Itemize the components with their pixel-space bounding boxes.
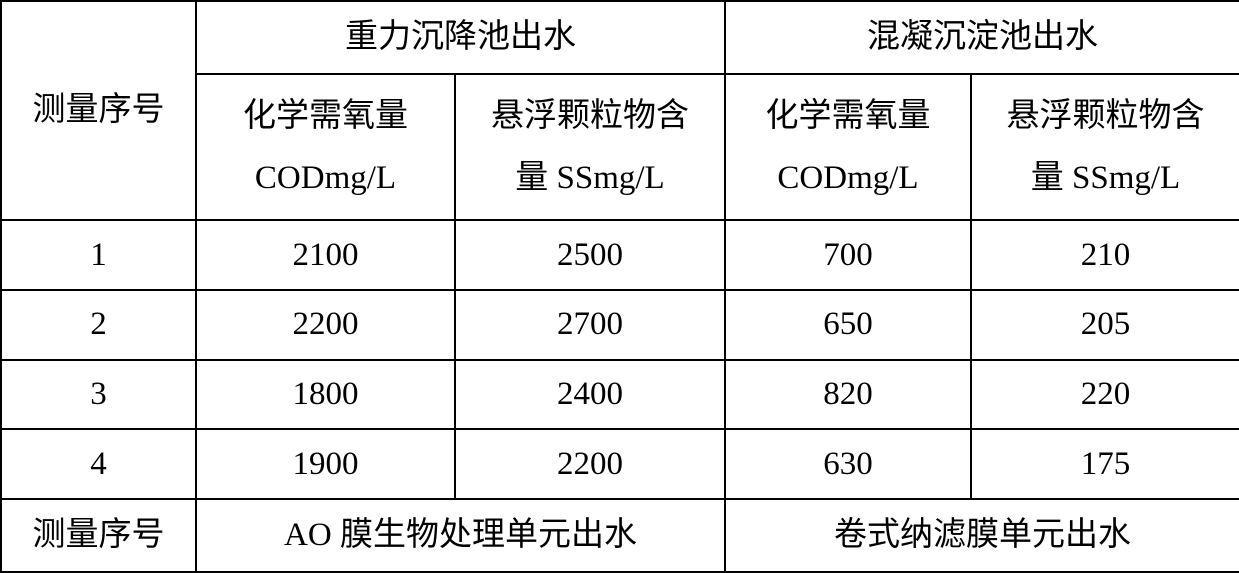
col-g2c1-line2: CODmg/L [777, 160, 918, 196]
col-g1c1-line2: CODmg/L [255, 160, 396, 196]
cell-value: 210 [971, 220, 1239, 290]
col-g1c1-line1: 化学需氧量 [243, 98, 408, 134]
cell-value: 175 [971, 429, 1239, 499]
cell-value: 2200 [455, 429, 725, 499]
cell-value: 1900 [196, 429, 455, 499]
col-g2c2-line2: 量 SSmg/L [1031, 160, 1180, 196]
measurement-table: 测量序号 重力沉降池出水 混凝沉淀池出水 化学需氧量 CODmg/L 悬浮颗粒物… [0, 0, 1239, 573]
col-g2c1-header: 化学需氧量 CODmg/L [725, 74, 971, 220]
table-row: 4 1900 2200 630 175 [1, 429, 1239, 499]
cell-value: 2100 [196, 220, 455, 290]
col-g2c2-header: 悬浮颗粒物含 量 SSmg/L [971, 74, 1239, 220]
row-label-header: 测量序号 [1, 1, 196, 220]
cell-value: 220 [971, 360, 1239, 430]
col-g1c2-header: 悬浮颗粒物含 量 SSmg/L [455, 74, 725, 220]
col-g1c1-header: 化学需氧量 CODmg/L [196, 74, 455, 220]
cell-value: 2400 [455, 360, 725, 430]
header-group-row: 测量序号 重力沉降池出水 混凝沉淀池出水 [1, 1, 1239, 74]
footer-group1: AO 膜生物处理单元出水 [196, 499, 725, 572]
cell-value: 700 [725, 220, 971, 290]
col-g2c2-line1: 悬浮颗粒物含 [1007, 98, 1205, 134]
footer-group-row: 测量序号 AO 膜生物处理单元出水 卷式纳滤膜单元出水 [1, 499, 1239, 572]
table-row: 3 1800 2400 820 220 [1, 360, 1239, 430]
cell-value: 630 [725, 429, 971, 499]
cell-value: 2200 [196, 290, 455, 360]
group1-header: 重力沉降池出水 [196, 1, 725, 74]
footer-row-label: 测量序号 [1, 499, 196, 572]
cell-value: 2700 [455, 290, 725, 360]
cell-index: 3 [1, 360, 196, 430]
cell-index: 1 [1, 220, 196, 290]
group2-header: 混凝沉淀池出水 [725, 1, 1239, 74]
cell-index: 4 [1, 429, 196, 499]
footer-group2: 卷式纳滤膜单元出水 [725, 499, 1239, 572]
cell-value: 820 [725, 360, 971, 430]
col-g2c1-line1: 化学需氧量 [766, 98, 931, 134]
cell-value: 2500 [455, 220, 725, 290]
col-g1c2-line2: 量 SSmg/L [515, 160, 664, 196]
col-g1c2-line1: 悬浮颗粒物含 [491, 98, 689, 134]
cell-value: 1800 [196, 360, 455, 430]
cell-value: 205 [971, 290, 1239, 360]
table-row: 2 2200 2700 650 205 [1, 290, 1239, 360]
cell-index: 2 [1, 290, 196, 360]
table-row: 1 2100 2500 700 210 [1, 220, 1239, 290]
cell-value: 650 [725, 290, 971, 360]
